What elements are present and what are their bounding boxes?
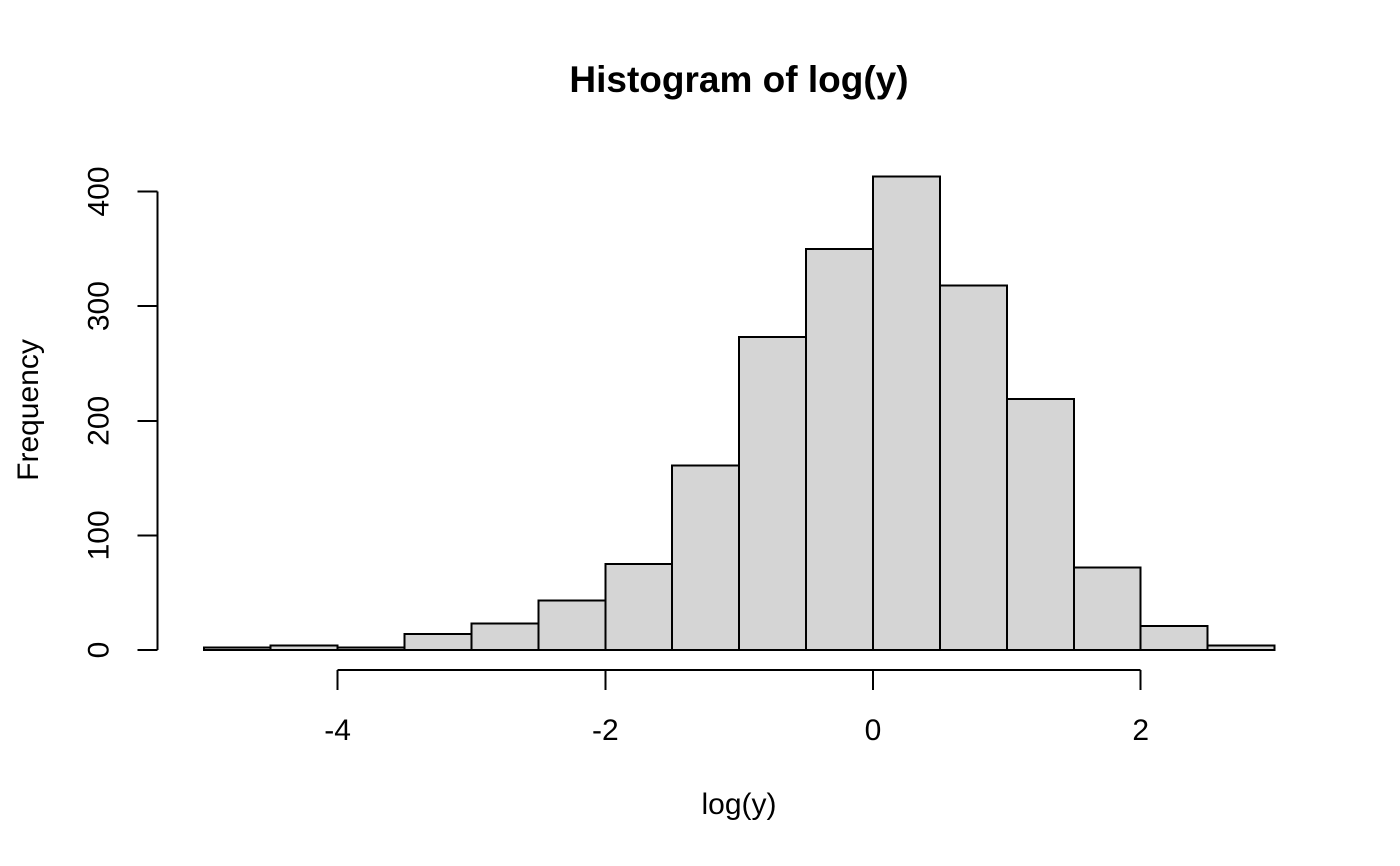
x-axis-label: log(y)	[701, 788, 776, 821]
tick-labels-group: 0 100 200 300 400 -4 -2 0 2	[83, 166, 1150, 747]
histogram-bar	[671, 464, 741, 651]
histogram-bar	[604, 563, 674, 651]
y-tick-label: 400	[83, 166, 116, 216]
x-tick-label: 0	[865, 714, 882, 747]
y-tick-label: 0	[83, 642, 116, 659]
chart-title: Histogram of log(y)	[569, 59, 908, 100]
x-tick-label: -2	[592, 714, 619, 747]
histogram-bar	[537, 599, 607, 652]
x-tick-label: -4	[324, 714, 351, 747]
histogram-bar	[1206, 644, 1276, 652]
y-tick-label: 100	[83, 510, 116, 560]
histogram-bar	[1139, 624, 1209, 652]
x-tick-label: 2	[1132, 714, 1149, 747]
histogram-bar	[872, 175, 941, 651]
y-tick-label: 200	[83, 396, 116, 446]
histogram-bar	[403, 633, 473, 651]
histogram-bar	[738, 336, 807, 651]
axes-group	[137, 190, 1142, 690]
y-axis-label: Frequency	[12, 339, 45, 481]
histogram-bar	[202, 646, 272, 652]
bars-group	[202, 175, 1276, 652]
y-tick-label: 300	[83, 281, 116, 331]
histogram-bar	[269, 644, 339, 652]
histogram-bar	[336, 646, 406, 652]
histogram-bar	[470, 622, 540, 651]
histogram-bar	[805, 247, 874, 652]
histogram-bar	[1072, 566, 1142, 651]
histogram-bar	[938, 284, 1008, 651]
histogram-bar	[1005, 398, 1075, 651]
